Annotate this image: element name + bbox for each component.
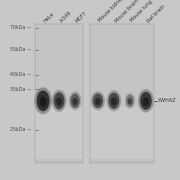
Text: HeLa: HeLa xyxy=(43,11,56,23)
Text: Mouse brain: Mouse brain xyxy=(114,0,139,23)
Ellipse shape xyxy=(52,90,66,112)
Text: MCF7: MCF7 xyxy=(75,10,88,23)
Ellipse shape xyxy=(37,91,50,111)
Bar xyxy=(35,24,83,163)
Bar xyxy=(90,24,154,107)
Ellipse shape xyxy=(34,87,52,114)
Text: 55kDa —: 55kDa — xyxy=(10,47,32,52)
Ellipse shape xyxy=(73,98,78,105)
Ellipse shape xyxy=(54,92,64,109)
Text: 70kDa —: 70kDa — xyxy=(10,25,32,30)
Ellipse shape xyxy=(91,91,105,110)
Text: YWHAZ: YWHAZ xyxy=(158,98,176,103)
Ellipse shape xyxy=(124,92,135,109)
Ellipse shape xyxy=(109,93,119,109)
Ellipse shape xyxy=(95,98,101,105)
Bar xyxy=(90,76,154,159)
Ellipse shape xyxy=(93,93,103,108)
Ellipse shape xyxy=(138,89,154,112)
Bar xyxy=(90,24,154,163)
Text: 25kDa —: 25kDa — xyxy=(10,127,32,132)
Ellipse shape xyxy=(56,97,62,106)
Text: Rat brain: Rat brain xyxy=(146,4,166,23)
Text: Mouse kidney: Mouse kidney xyxy=(98,0,126,23)
Ellipse shape xyxy=(126,94,134,107)
Ellipse shape xyxy=(143,97,149,106)
Ellipse shape xyxy=(69,91,81,110)
Text: 40kDa —: 40kDa — xyxy=(10,72,32,77)
Ellipse shape xyxy=(111,98,117,106)
Ellipse shape xyxy=(128,98,132,105)
Bar xyxy=(35,76,83,159)
Bar xyxy=(35,24,83,163)
Bar xyxy=(35,24,83,107)
Bar xyxy=(90,24,154,163)
Ellipse shape xyxy=(70,93,80,108)
Ellipse shape xyxy=(140,92,152,110)
Text: Mouse lung: Mouse lung xyxy=(130,0,154,23)
Ellipse shape xyxy=(40,97,47,107)
Text: A-549: A-549 xyxy=(59,10,73,23)
Text: 35kDa —: 35kDa — xyxy=(10,87,32,92)
Ellipse shape xyxy=(107,90,121,111)
